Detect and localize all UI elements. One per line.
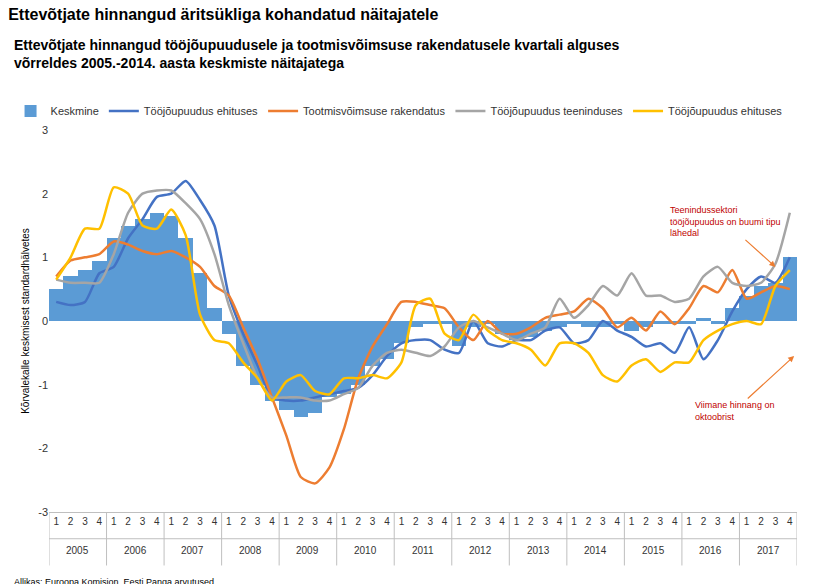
svg-text:2: 2 bbox=[701, 516, 707, 527]
svg-text:1: 1 bbox=[514, 516, 520, 527]
svg-text:2: 2 bbox=[643, 516, 649, 527]
svg-text:3: 3 bbox=[82, 516, 88, 527]
svg-text:2007: 2007 bbox=[181, 545, 204, 556]
svg-text:1: 1 bbox=[42, 251, 48, 263]
svg-text:2: 2 bbox=[355, 516, 361, 527]
svg-text:2: 2 bbox=[413, 516, 419, 527]
svg-text:2008: 2008 bbox=[239, 545, 262, 556]
svg-text:Keskmine: Keskmine bbox=[51, 105, 99, 117]
svg-text:2012: 2012 bbox=[469, 545, 492, 556]
svg-text:2015: 2015 bbox=[642, 545, 665, 556]
svg-text:1: 1 bbox=[341, 516, 347, 527]
svg-text:3: 3 bbox=[42, 124, 48, 136]
svg-text:4: 4 bbox=[614, 516, 620, 527]
svg-text:Viimane hinnang onoktoobrist: Viimane hinnang onoktoobrist bbox=[695, 400, 774, 422]
svg-text:4: 4 bbox=[327, 516, 333, 527]
svg-text:1: 1 bbox=[686, 516, 692, 527]
svg-text:Tööjõupuudus ehituses: Tööjõupuudus ehituses bbox=[668, 105, 782, 117]
svg-text:4: 4 bbox=[384, 516, 390, 527]
svg-text:2: 2 bbox=[758, 516, 764, 527]
svg-text:3: 3 bbox=[255, 516, 261, 527]
svg-text:2016: 2016 bbox=[699, 545, 722, 556]
svg-text:3: 3 bbox=[485, 516, 491, 527]
svg-text:Ettevõtjate hinnangud äritsükl: Ettevõtjate hinnangud äritsükliga kohand… bbox=[8, 6, 438, 23]
svg-text:3: 3 bbox=[715, 516, 721, 527]
svg-text:Ettevõtjate hinnangud tööjõupu: Ettevõtjate hinnangud tööjõupuudusele ja… bbox=[14, 37, 619, 71]
svg-text:2006: 2006 bbox=[124, 545, 147, 556]
svg-text:1: 1 bbox=[571, 516, 577, 527]
svg-text:1: 1 bbox=[53, 516, 59, 527]
svg-text:4: 4 bbox=[154, 516, 160, 527]
svg-text:4: 4 bbox=[787, 516, 793, 527]
svg-text:Tööjõupuudus teeninduses: Tööjõupuudus teeninduses bbox=[490, 105, 623, 117]
svg-text:1: 1 bbox=[226, 516, 232, 527]
svg-text:1: 1 bbox=[284, 516, 290, 527]
svg-text:Teenindussektoritööjõupuudus o: Teenindussektoritööjõupuudus on buumi ti… bbox=[670, 205, 781, 238]
svg-text:4: 4 bbox=[672, 516, 678, 527]
svg-text:0: 0 bbox=[42, 315, 48, 327]
svg-text:2: 2 bbox=[240, 516, 246, 527]
svg-text:3: 3 bbox=[312, 516, 318, 527]
svg-text:4: 4 bbox=[97, 516, 103, 527]
svg-text:3: 3 bbox=[197, 516, 203, 527]
svg-text:2005: 2005 bbox=[66, 545, 89, 556]
svg-text:Tootmisvõimsuse rakendatus: Tootmisvõimsuse rakendatus bbox=[303, 105, 445, 117]
svg-text:3: 3 bbox=[773, 516, 779, 527]
svg-text:4: 4 bbox=[442, 516, 448, 527]
svg-text:Allikas: Euroopa Komisjon, Ees: Allikas: Euroopa Komisjon, Eesti Panga a… bbox=[14, 577, 217, 584]
svg-text:2: 2 bbox=[471, 516, 477, 527]
svg-text:2010: 2010 bbox=[354, 545, 377, 556]
svg-text:3: 3 bbox=[542, 516, 548, 527]
svg-text:1: 1 bbox=[456, 516, 462, 527]
svg-text:4: 4 bbox=[557, 516, 563, 527]
svg-text:-1: -1 bbox=[38, 379, 48, 391]
svg-text:2014: 2014 bbox=[584, 545, 607, 556]
svg-text:-3: -3 bbox=[38, 506, 48, 518]
svg-text:3: 3 bbox=[658, 516, 664, 527]
svg-text:2: 2 bbox=[528, 516, 534, 527]
svg-text:1: 1 bbox=[168, 516, 174, 527]
svg-text:3: 3 bbox=[140, 516, 146, 527]
svg-text:2009: 2009 bbox=[296, 545, 319, 556]
svg-text:2: 2 bbox=[298, 516, 304, 527]
svg-text:3: 3 bbox=[427, 516, 433, 527]
svg-text:Tööjõupuudus ehituses: Tööjõupuudus ehituses bbox=[144, 105, 258, 117]
svg-text:1: 1 bbox=[111, 516, 117, 527]
svg-text:4: 4 bbox=[729, 516, 735, 527]
svg-text:Kõrvalekalle keskmisest standa: Kõrvalekalle keskmisest standardhälvetes bbox=[20, 228, 31, 414]
svg-text:4: 4 bbox=[269, 516, 275, 527]
svg-text:2: 2 bbox=[586, 516, 592, 527]
svg-text:2017: 2017 bbox=[757, 545, 780, 556]
svg-text:-2: -2 bbox=[38, 442, 48, 454]
svg-text:3: 3 bbox=[600, 516, 606, 527]
svg-text:2: 2 bbox=[183, 516, 189, 527]
svg-text:4: 4 bbox=[499, 516, 505, 527]
svg-text:1: 1 bbox=[399, 516, 405, 527]
svg-text:2011: 2011 bbox=[412, 545, 434, 556]
svg-text:3: 3 bbox=[370, 516, 376, 527]
svg-text:2013: 2013 bbox=[527, 545, 550, 556]
svg-text:2: 2 bbox=[68, 516, 74, 527]
svg-text:1: 1 bbox=[744, 516, 750, 527]
svg-text:2: 2 bbox=[42, 188, 48, 200]
svg-text:4: 4 bbox=[212, 516, 218, 527]
svg-text:1: 1 bbox=[629, 516, 635, 527]
svg-text:2: 2 bbox=[125, 516, 131, 527]
